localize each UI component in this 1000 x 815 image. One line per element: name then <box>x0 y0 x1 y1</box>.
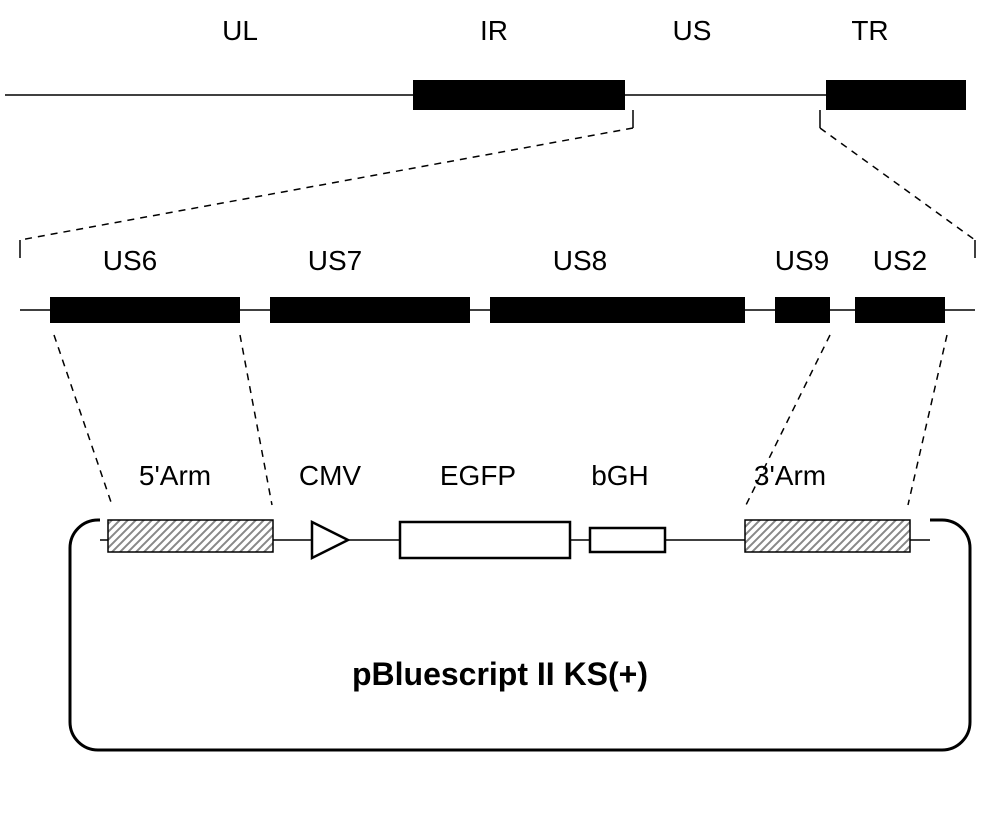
gene-label-us9: US9 <box>775 245 829 276</box>
gene-label-us8: US8 <box>553 245 607 276</box>
cassette-3arm <box>745 520 910 552</box>
gene-box-us8 <box>490 297 745 323</box>
genome-label-ir: IR <box>480 15 508 46</box>
gene-box-us9 <box>775 297 830 323</box>
zoom2-dash-3 <box>908 335 947 505</box>
gene-label-us7: US7 <box>308 245 362 276</box>
gene-box-us6 <box>50 297 240 323</box>
plasmid-name: pBluescript II KS(+) <box>352 656 648 692</box>
gene-label-us2: US2 <box>873 245 927 276</box>
cassette-egfp <box>400 522 570 558</box>
cassette-bgh <box>590 528 665 552</box>
zoom2-dash-0 <box>54 335 112 505</box>
gene-box-us7 <box>270 297 470 323</box>
zoom1-dash-right <box>820 128 975 240</box>
zoom1-dash-left <box>20 128 633 240</box>
cassette-label-3arm: 3'Arm <box>754 460 826 491</box>
gene-box-us2 <box>855 297 945 323</box>
cassette-label-bgh: bGH <box>591 460 649 491</box>
genome-region-ir <box>413 80 625 110</box>
genome-construct-diagram: UL IR US TR US6 US7 US8 US9 US2 5'Arm CMV EGFP bGH 3'… <box>0 0 1000 815</box>
genome-label-tr: TR <box>851 15 888 46</box>
cassette-5arm <box>108 520 273 552</box>
genome-label-ul: UL <box>222 15 258 46</box>
zoom2-dash-1 <box>240 335 272 505</box>
genome-label-us: US <box>673 15 712 46</box>
cassette-label-egfp: EGFP <box>440 460 516 491</box>
gene-label-us6: US6 <box>103 245 157 276</box>
genome-region-tr <box>826 80 966 110</box>
cassette-label-cmv: CMV <box>299 460 362 491</box>
cassette-label-5arm: 5'Arm <box>139 460 211 491</box>
